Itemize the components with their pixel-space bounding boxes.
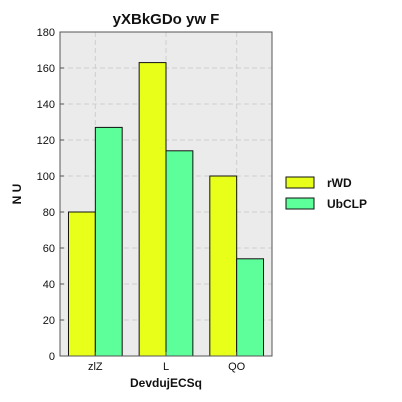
chart-title: yXBkGDo yw F [113, 11, 220, 28]
y-tick-label: 60 [43, 243, 55, 255]
x-tick-label: QO [228, 361, 246, 373]
legend-label: rWD [327, 176, 352, 190]
y-tick-label: 0 [49, 351, 55, 363]
bar-rWD-L [138, 62, 167, 357]
legend-label: UbCLP [327, 197, 367, 211]
y-tick-label: 80 [43, 207, 55, 219]
y-tick-label: 140 [37, 99, 55, 111]
y-tick-label: 160 [37, 63, 55, 75]
x-axis-ticks: zlZ L QO [88, 352, 246, 373]
bar-UbCLP-zlZ [94, 126, 123, 357]
y-tick-label: 20 [43, 315, 55, 327]
bar-rWD-QO [209, 175, 238, 357]
legend-swatch [285, 197, 315, 210]
legend-swatch [285, 176, 315, 189]
y-tick-label: 40 [43, 279, 55, 291]
x-axis-label: DevdujECSq [130, 376, 202, 390]
bar-rWD-zlZ [67, 211, 96, 357]
bar-UbCLP-QO [236, 258, 265, 357]
bars [67, 62, 265, 357]
y-tick-label: 120 [37, 135, 55, 147]
x-tick-label: zlZ [88, 361, 103, 373]
y-tick-label: 100 [37, 171, 55, 183]
x-tick-label: L [163, 361, 169, 373]
legend: rWD UbCLP [285, 176, 367, 211]
y-axis-label: N U [10, 184, 24, 205]
bar-UbCLP-L [165, 150, 194, 357]
y-axis-ticks: 0 20 40 60 80 100 120 140 160 180 [37, 27, 64, 363]
y-tick-label: 180 [37, 27, 55, 39]
